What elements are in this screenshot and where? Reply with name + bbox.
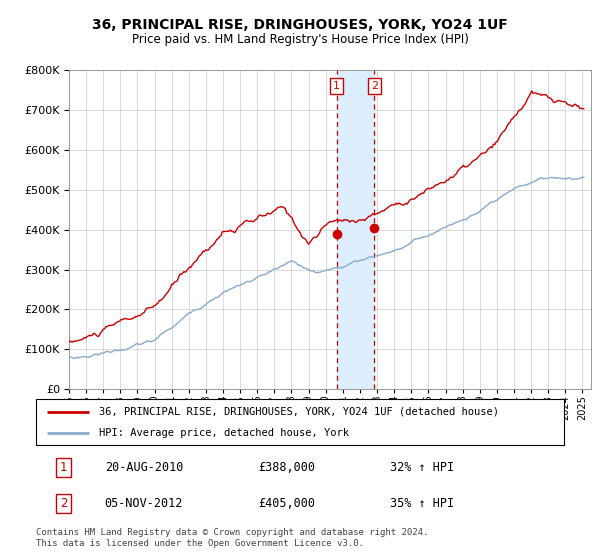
Text: 36, PRINCIPAL RISE, DRINGHOUSES, YORK, YO24 1UF (detached house): 36, PRINCIPAL RISE, DRINGHOUSES, YORK, Y… bbox=[100, 407, 499, 417]
Text: £405,000: £405,000 bbox=[258, 497, 315, 510]
Text: 32% ↑ HPI: 32% ↑ HPI bbox=[390, 461, 454, 474]
Bar bbox=[337, 70, 374, 389]
Text: 05-NOV-2012: 05-NOV-2012 bbox=[104, 497, 183, 510]
Text: 20-AUG-2010: 20-AUG-2010 bbox=[104, 461, 183, 474]
Text: £388,000: £388,000 bbox=[258, 461, 315, 474]
Text: 2: 2 bbox=[60, 497, 67, 510]
Text: 1: 1 bbox=[333, 81, 340, 91]
Text: 35% ↑ HPI: 35% ↑ HPI bbox=[390, 497, 454, 510]
Text: 36, PRINCIPAL RISE, DRINGHOUSES, YORK, YO24 1UF: 36, PRINCIPAL RISE, DRINGHOUSES, YORK, Y… bbox=[92, 17, 508, 31]
Text: 2: 2 bbox=[371, 81, 378, 91]
Text: Price paid vs. HM Land Registry's House Price Index (HPI): Price paid vs. HM Land Registry's House … bbox=[131, 32, 469, 46]
Text: Contains HM Land Registry data © Crown copyright and database right 2024.
This d: Contains HM Land Registry data © Crown c… bbox=[36, 528, 428, 548]
Text: 1: 1 bbox=[60, 461, 67, 474]
Text: HPI: Average price, detached house, York: HPI: Average price, detached house, York bbox=[100, 428, 349, 438]
